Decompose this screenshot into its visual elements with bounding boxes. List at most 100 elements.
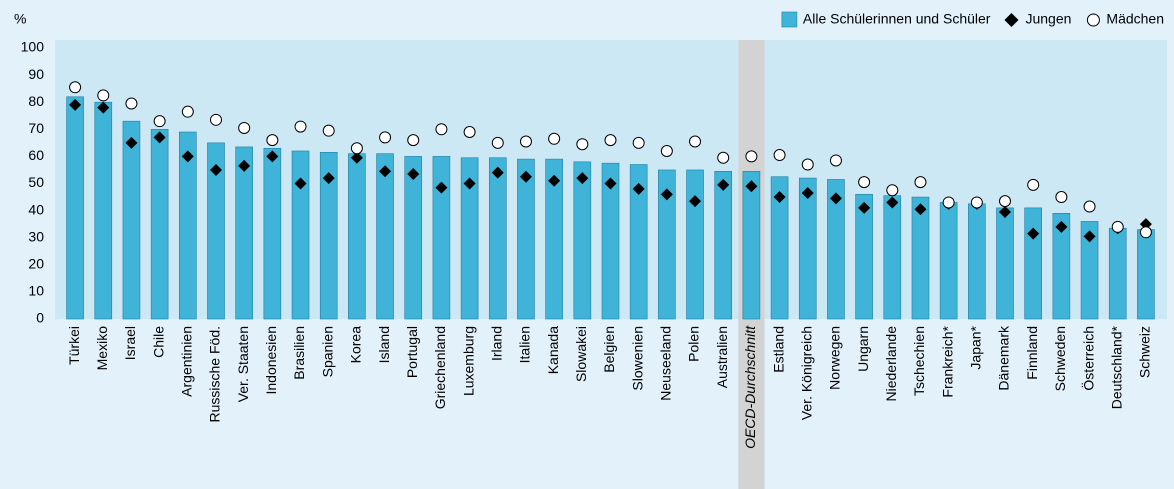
y-tick-label: 0 (36, 310, 44, 326)
x-tick-label: Finnland (1024, 326, 1040, 380)
y-axis-label: % (14, 11, 26, 27)
diamond-marker (519, 170, 532, 183)
circle-marker (97, 89, 110, 102)
bar (235, 146, 253, 320)
bar (629, 164, 648, 320)
circle-marker (294, 120, 307, 133)
x-tick-label: Frankreich* (939, 325, 955, 397)
x-tick-label: Polen (686, 326, 702, 362)
x-tick-label: Israel (122, 326, 138, 360)
bar (348, 153, 366, 320)
x-tick-label: Griechenland (432, 326, 448, 409)
circle-marker (689, 135, 702, 148)
y-tick-label: 100 (21, 39, 45, 55)
diamond-marker (125, 136, 138, 149)
circle-marker (322, 124, 335, 137)
diamond-marker (548, 174, 561, 187)
circle-marker (576, 138, 589, 151)
circle-marker (491, 136, 504, 149)
circle-marker (604, 134, 617, 147)
x-tick-label: Türkei (66, 326, 82, 365)
x-tick-label: Niederlande (883, 326, 899, 402)
y-tick-label: 10 (28, 283, 44, 299)
circle-marker (1111, 220, 1124, 233)
circle-marker (717, 151, 730, 164)
x-tick-label: Slowakei (573, 326, 589, 382)
bar (883, 195, 902, 320)
x-tick-label: Belgien (601, 326, 617, 373)
circle-marker (886, 184, 899, 197)
x-tick-label: Spanien (319, 326, 335, 377)
diamond-marker (801, 186, 814, 199)
bar (968, 203, 986, 320)
x-tick-label: Mexiko (94, 326, 110, 371)
diamond-marker (435, 181, 448, 194)
legend-label: Alle Schülerinnen und Schüler (803, 11, 991, 27)
diamond-marker (69, 98, 82, 111)
bar (996, 207, 1014, 320)
diamond-marker (745, 180, 758, 193)
bar (517, 158, 535, 320)
x-tick-label: Chile (150, 326, 166, 358)
diamond-marker (1055, 220, 1068, 233)
diamond-marker (660, 188, 673, 201)
bar (714, 171, 733, 320)
diamond-marker (1027, 227, 1040, 240)
diamond-marker (407, 168, 420, 181)
diamond-marker (181, 150, 194, 163)
diamond-marker (632, 182, 645, 195)
diamond-marker (689, 195, 702, 208)
bar (686, 169, 704, 320)
y-tick-label: 30 (28, 228, 44, 244)
circle-marker (548, 132, 561, 145)
x-tick-label: Portugal (404, 326, 420, 378)
diamond-marker (97, 101, 110, 114)
circle-marker (153, 115, 166, 128)
bar (1024, 207, 1042, 320)
x-tick-label: Neuseeland (658, 326, 674, 401)
x-tick-label: Italien (517, 326, 533, 363)
diamond-marker (773, 191, 786, 204)
bar (291, 150, 310, 320)
bar (601, 162, 620, 320)
y-tick-label: 50 (28, 174, 44, 190)
diamond-marker (829, 192, 842, 205)
bar (658, 169, 676, 320)
y-tick-label: 70 (28, 120, 44, 136)
diamond-marker (322, 172, 335, 185)
circle-marker (350, 142, 363, 155)
x-tick-label: Dänemark (996, 325, 1012, 391)
x-tick-label: OECD-Durchschnitt (742, 325, 758, 449)
bar (94, 101, 113, 320)
diamond-marker (238, 159, 251, 172)
circle-marker (999, 195, 1012, 208)
x-tick-label: Island (376, 326, 392, 363)
x-tick-label: Russische Föd. (207, 326, 223, 422)
circle-marker (519, 135, 532, 148)
circle-marker (942, 196, 955, 209)
bar (1080, 221, 1099, 320)
diamond-marker (463, 177, 476, 190)
circle-marker (209, 113, 222, 126)
bar (545, 158, 563, 320)
circle-marker (970, 196, 983, 209)
diamond-marker (999, 205, 1012, 218)
bar (573, 161, 592, 320)
x-tick-label: Ver. Staaten (235, 326, 251, 402)
x-tick-label: Norwegen (827, 326, 843, 390)
circle-marker (181, 105, 194, 118)
diamond-marker (153, 131, 166, 144)
y-tick-label: 80 (28, 93, 44, 109)
bar (1137, 229, 1155, 320)
diamond-marker (350, 151, 363, 164)
circle-marker (379, 131, 392, 144)
bar (319, 152, 338, 320)
diamond-marker (604, 177, 617, 190)
circle-marker (745, 150, 758, 163)
x-tick-label: Österreich (1079, 326, 1096, 391)
x-tick-label: Kanada (545, 326, 561, 374)
bar (376, 153, 394, 320)
diamond-marker (576, 172, 589, 185)
bar (460, 157, 479, 320)
x-tick-label: Schweiz (1137, 326, 1153, 378)
